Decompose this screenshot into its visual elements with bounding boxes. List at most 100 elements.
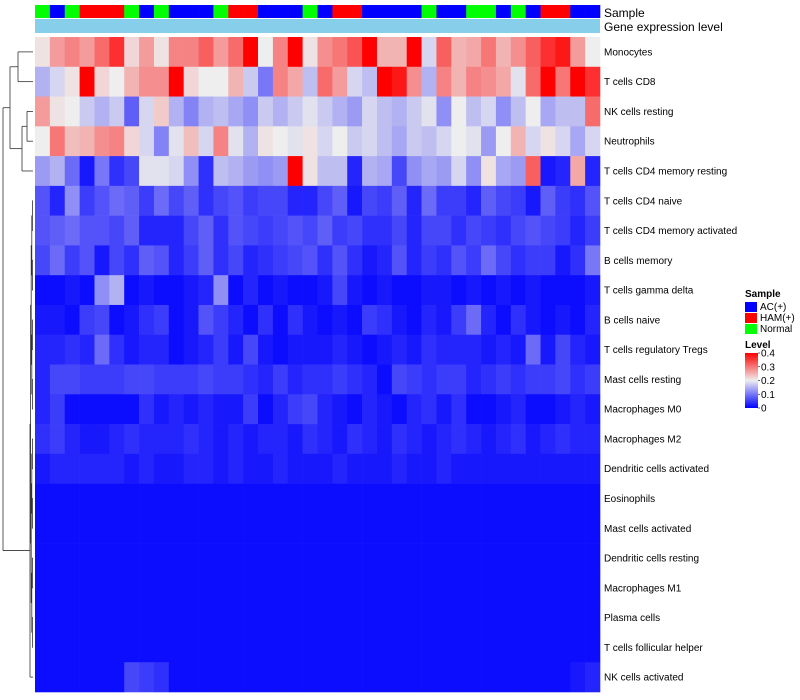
heatmap-cell	[35, 334, 51, 365]
heatmap-cell	[79, 662, 95, 693]
sample-legend-swatch	[745, 324, 757, 334]
heatmap-cell	[287, 334, 303, 365]
heatmap-cell	[495, 364, 512, 395]
sample-annotation-cell	[94, 5, 110, 18]
heatmap-cell	[495, 304, 512, 336]
heatmap-cell	[168, 66, 184, 97]
heatmap-cell	[183, 215, 199, 246]
heatmap-cell	[109, 245, 125, 276]
heatmap-cell	[362, 453, 378, 484]
heatmap-cell	[79, 156, 95, 187]
heatmap-cell	[570, 215, 586, 246]
heatmap-cell	[243, 394, 259, 425]
heatmap-cell	[481, 662, 497, 693]
heatmap-cell	[168, 394, 184, 425]
heatmap-cell	[481, 245, 497, 276]
heatmap-cell	[495, 245, 512, 276]
heatmap-cell	[525, 96, 541, 127]
heatmap-cell	[302, 602, 318, 633]
heatmap-cell	[332, 483, 348, 514]
heatmap-cell	[79, 424, 95, 455]
heatmap-cell	[49, 483, 66, 514]
heatmap-cell	[258, 245, 274, 276]
heatmap-cell	[391, 453, 408, 484]
heatmap-cell	[362, 334, 378, 365]
heatmap-cell	[35, 185, 51, 216]
heatmap-cell	[376, 364, 393, 395]
heatmap-cell	[376, 632, 393, 663]
row-label: T cells CD4 memory activated	[604, 226, 737, 237]
level-tick-label: 0.1	[761, 390, 775, 401]
heatmap-cell	[79, 364, 95, 395]
heatmap-cell	[49, 394, 66, 425]
heatmap-cell	[213, 424, 229, 455]
heatmap-cell	[406, 245, 422, 276]
heatmap-cell	[332, 632, 348, 663]
heatmap-cell	[570, 394, 586, 425]
heatmap-cell	[213, 543, 229, 574]
heatmap-cell	[570, 602, 586, 633]
heatmap-cell	[466, 37, 482, 68]
heatmap-cell	[79, 245, 95, 276]
heatmap-cell	[139, 364, 155, 395]
heatmap-cell	[109, 394, 125, 425]
heatmap-cell	[570, 275, 586, 306]
heatmap-cell	[451, 632, 467, 663]
heatmap-cell	[302, 245, 318, 276]
heatmap-cell	[540, 513, 556, 544]
heatmap-cell	[406, 424, 422, 455]
heatmap-cell	[49, 245, 66, 276]
heatmap-cell	[64, 453, 80, 484]
heatmap-cell	[421, 215, 437, 246]
heatmap-cell	[376, 334, 393, 365]
heatmap-cell	[153, 126, 170, 157]
heatmap-cell	[35, 602, 51, 633]
sample-annotation-cell	[391, 5, 408, 18]
heatmap-cell	[376, 215, 393, 246]
heatmap-cell	[168, 245, 184, 276]
sample-annotation-cell	[64, 5, 80, 18]
heatmap-cell	[317, 602, 333, 633]
heatmap-cell	[109, 334, 125, 365]
sample-annotation-cell	[124, 5, 140, 18]
heatmap-cell	[347, 424, 363, 455]
heatmap-cell	[362, 602, 378, 633]
sample-annotation-cell	[228, 5, 244, 18]
heatmap-cell	[436, 572, 452, 603]
heatmap-cell	[79, 215, 95, 246]
heatmap-cell	[153, 543, 170, 574]
heatmap-cell	[332, 334, 348, 365]
heatmap-cell	[168, 424, 184, 455]
heatmap-cell	[213, 572, 229, 603]
heatmap-cell	[481, 602, 497, 633]
sample-annotation-cell	[510, 5, 526, 18]
heatmap-cell	[332, 304, 348, 336]
heatmap-cell	[481, 543, 497, 574]
heatmap-cell	[243, 483, 259, 514]
heatmap-cell	[124, 543, 140, 574]
heatmap-cell	[124, 334, 140, 365]
heatmap-cell	[332, 215, 348, 246]
sample-legend-swatch	[745, 313, 757, 323]
heatmap-cell	[347, 513, 363, 544]
heatmap-cell	[49, 662, 66, 693]
heatmap-cell	[124, 453, 140, 484]
heatmap-cell	[451, 304, 467, 336]
heatmap-cell	[451, 424, 467, 455]
heatmap-cell	[540, 185, 556, 216]
sample-annotation-cell	[183, 5, 199, 18]
heatmap-cell	[391, 662, 408, 693]
heatmap-cell	[525, 483, 541, 514]
heatmap-cell	[49, 334, 66, 365]
heatmap-cell	[213, 334, 229, 365]
heatmap-cell	[540, 215, 556, 246]
heatmap-cell	[495, 483, 512, 514]
heatmap-cell	[79, 185, 95, 216]
heatmap-cell	[466, 156, 482, 187]
heatmap-cell	[124, 662, 140, 693]
heatmap-cell	[466, 394, 482, 425]
heatmap-cell	[406, 126, 422, 157]
level-color-bar	[745, 353, 758, 408]
heatmap-cell	[376, 245, 393, 276]
heatmap-cell	[258, 96, 274, 127]
